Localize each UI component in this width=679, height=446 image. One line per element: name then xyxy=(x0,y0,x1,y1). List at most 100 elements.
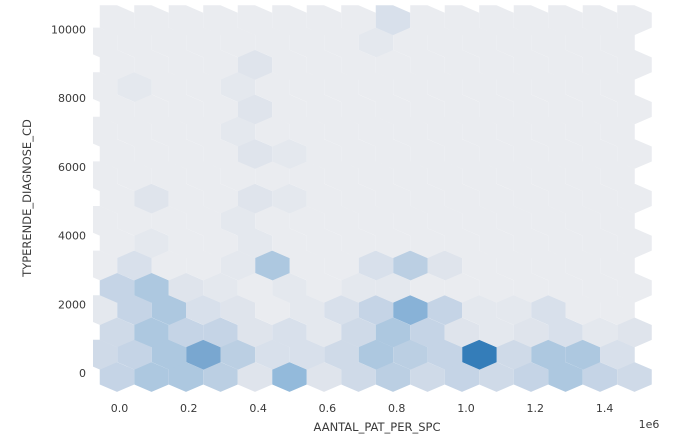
hex-bin xyxy=(444,49,480,80)
hex-bin xyxy=(341,5,376,36)
hex-bin xyxy=(479,49,514,80)
hex-bin xyxy=(151,339,187,370)
hex-bin xyxy=(617,5,652,36)
hex-bin xyxy=(531,72,566,102)
hex-bin xyxy=(306,5,342,36)
hex-bin xyxy=(427,250,463,281)
hex-bin xyxy=(375,49,411,80)
hex-bin xyxy=(99,272,135,303)
hex-bin xyxy=(255,295,290,325)
hex-bin xyxy=(220,206,256,236)
hex-bin xyxy=(134,362,169,392)
hex-bin xyxy=(393,72,428,102)
hex-bin xyxy=(617,94,652,125)
y-axis-tick-labels: 0 2000 4000 6000 8000 10000 xyxy=(51,24,86,381)
hex-bin xyxy=(531,116,566,147)
x-tick-label: 0.8 xyxy=(388,402,406,415)
x-tick-label: 1.2 xyxy=(527,402,545,415)
hex-bin xyxy=(479,317,514,348)
hex-bin xyxy=(324,295,359,325)
hex-bin xyxy=(375,5,411,36)
hex-bin xyxy=(410,139,445,169)
hexbin-layer xyxy=(93,5,652,392)
hex-bin xyxy=(168,317,204,348)
hex-bin xyxy=(99,183,135,214)
hex-bin xyxy=(151,116,187,147)
hex-bin xyxy=(255,161,290,192)
hex-bin xyxy=(272,139,307,169)
hex-bin xyxy=(324,339,359,370)
hex-bin xyxy=(306,317,342,348)
hex-bin xyxy=(306,49,342,80)
hex-bin xyxy=(134,49,169,80)
hex-bin xyxy=(548,362,583,392)
hex-bin xyxy=(531,339,566,370)
hex-bin xyxy=(341,94,376,125)
hex-bin xyxy=(151,295,187,325)
hex-bin xyxy=(272,317,307,348)
hex-bin xyxy=(99,228,135,259)
hex-bin xyxy=(306,139,342,169)
y-tick-label: 6000 xyxy=(58,161,86,174)
hex-bin xyxy=(444,317,480,348)
hex-bin xyxy=(203,362,238,392)
y-tick-label: 0 xyxy=(79,367,86,380)
hex-bin xyxy=(93,250,118,281)
hex-bin xyxy=(513,94,549,125)
hex-bin xyxy=(151,27,187,58)
hex-bin xyxy=(427,27,463,58)
hex-bin xyxy=(255,206,290,236)
hex-bin xyxy=(341,49,376,80)
hex-bin xyxy=(513,362,549,392)
hex-bin xyxy=(375,94,411,125)
hex-bin xyxy=(324,116,359,147)
hex-bin xyxy=(186,339,221,370)
hex-bin xyxy=(462,250,497,281)
hex-bin xyxy=(117,295,152,325)
hex-bin xyxy=(444,5,480,36)
hex-bin xyxy=(272,272,307,303)
hex-bin xyxy=(289,161,325,192)
hex-bin xyxy=(289,295,325,325)
hex-bin xyxy=(462,72,497,102)
hex-bin xyxy=(375,362,411,392)
hex-bin xyxy=(617,49,652,80)
hex-bin xyxy=(565,27,601,58)
hex-bin xyxy=(462,206,497,236)
hex-bin xyxy=(272,94,307,125)
hex-bin xyxy=(186,250,221,281)
hex-bin xyxy=(496,250,532,281)
hex-bin xyxy=(220,116,256,147)
hex-bin xyxy=(220,250,256,281)
hex-bin xyxy=(548,317,583,348)
hex-bin xyxy=(117,161,152,192)
hex-bin xyxy=(600,116,635,147)
hex-bin xyxy=(341,228,376,259)
hex-bin xyxy=(565,339,601,370)
hex-bin xyxy=(617,183,652,214)
hex-bin xyxy=(203,317,238,348)
hex-bin xyxy=(151,72,187,102)
hex-bin xyxy=(289,339,325,370)
hex-bin xyxy=(255,116,290,147)
hex-bin xyxy=(427,161,463,192)
hex-bin xyxy=(410,228,445,259)
hex-bin xyxy=(186,161,221,192)
hex-bin xyxy=(393,206,428,236)
hex-bin xyxy=(203,183,238,214)
hex-bin xyxy=(324,250,359,281)
hex-bin xyxy=(93,295,118,325)
hex-bin xyxy=(548,272,583,303)
hex-bin xyxy=(93,116,118,147)
hex-bin xyxy=(117,72,152,102)
x-tick-label: 1.0 xyxy=(457,402,475,415)
hex-bin xyxy=(117,27,152,58)
hex-bin xyxy=(358,161,394,192)
hex-bin xyxy=(220,161,256,192)
hex-bin xyxy=(548,5,583,36)
hex-bin xyxy=(272,362,307,392)
hex-bin xyxy=(393,339,428,370)
hex-bin xyxy=(289,72,325,102)
hex-bin xyxy=(565,116,601,147)
hex-bin xyxy=(410,94,445,125)
